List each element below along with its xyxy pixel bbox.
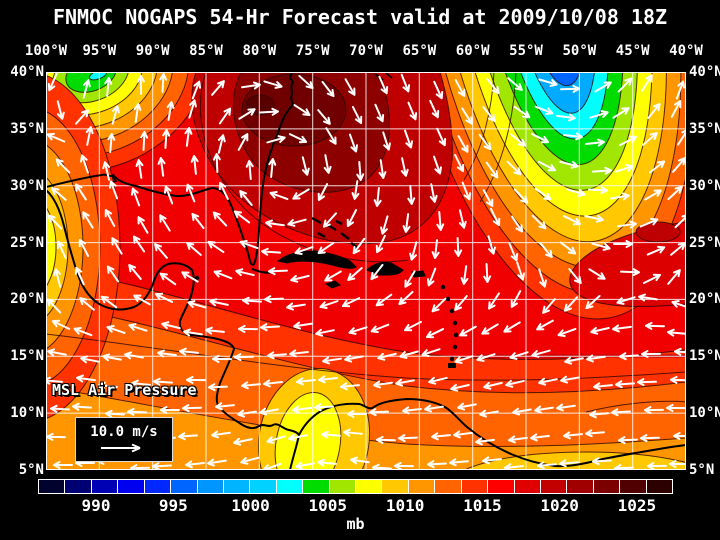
map-canvas [46, 72, 686, 470]
colorbar-cell [646, 480, 673, 493]
lon-label: 60°W [455, 43, 490, 59]
lon-label: 70°W [349, 43, 383, 59]
colorbar-unit: mb [346, 515, 365, 533]
colorbar-cell [620, 480, 646, 493]
lat-label: 25°N [10, 234, 44, 251]
lon-label: 55°W [509, 43, 543, 59]
lon-label: 90°W [135, 43, 170, 59]
lon-label: 95°W [82, 43, 117, 59]
colorbar-cell [461, 480, 488, 493]
page-title: FNMOC NOGAPS 54-Hr Forecast valid at 200… [52, 5, 668, 29]
lon-label: 40°W [669, 43, 703, 59]
colorbar-tick-label: 1000 [231, 496, 270, 515]
lon-label: 80°W [242, 43, 277, 59]
lat-label: 35°N [689, 120, 720, 137]
pressure-map: MSL Air Pressure 10.0 m/s [46, 72, 686, 470]
colorbar-tick-label: 1005 [308, 496, 348, 515]
colorbar-cell [435, 480, 461, 493]
lon-label: 65°W [402, 43, 437, 59]
lon-label: 85°W [189, 43, 223, 59]
lat-label: 5°N [18, 462, 44, 478]
wind-scale-box: 10.0 m/s [75, 417, 173, 462]
wind-scale-arrow-icon [101, 443, 141, 453]
colorbar-cell [91, 480, 118, 493]
lat-label: 10°N [689, 405, 720, 422]
colorbar-cell [303, 480, 329, 493]
colorbar-cell [276, 480, 303, 493]
lat-label: 5°N [689, 462, 715, 478]
colorbar-tick-label: 1015 [463, 496, 502, 515]
lon-label: 45°W [615, 43, 650, 59]
colorbar-tick-label: 995 [158, 496, 188, 515]
colorbar-tick-label: 1025 [617, 496, 657, 515]
colorbar-cell [39, 480, 65, 493]
colorbar-ticks: 990 995 1000 1005 1010 1015 1020 1025 [38, 496, 673, 515]
lat-label: 20°N [689, 291, 720, 308]
colorbar-tick-label: 1020 [540, 496, 579, 515]
colorbar-cell [541, 480, 567, 493]
colorbar: 990 995 1000 1005 1010 1015 1020 1025 mb [38, 479, 673, 533]
colorbar-cell [567, 480, 593, 493]
lat-label: 25°N [689, 234, 720, 251]
colorbar-cell [329, 480, 356, 493]
colorbar-cell [118, 480, 144, 493]
colorbar-cell [408, 480, 435, 493]
colorbar-cell [197, 480, 223, 493]
colorbar-cell [382, 480, 408, 493]
colorbar-cell [488, 480, 514, 493]
colorbar-cell [171, 480, 197, 493]
lat-label: 35°N [10, 120, 44, 137]
colorbar-tick-label: 990 [81, 496, 111, 515]
lon-label: 50°W [562, 43, 597, 59]
wind-scale-value: 10.0 m/s [90, 424, 158, 440]
lon-label: 100°W [24, 43, 68, 59]
lat-label: 40°N [10, 64, 44, 80]
lat-label: 30°N [689, 177, 720, 194]
colorbar-cell [250, 480, 276, 493]
lat-label: 15°N [689, 348, 720, 365]
colorbar-cell [514, 480, 541, 493]
colorbar-cell [65, 480, 91, 493]
lat-label: 30°N [10, 177, 44, 194]
colorbar-cell [593, 480, 620, 493]
lat-label: 40°N [689, 64, 720, 80]
lat-label: 15°N [10, 348, 44, 365]
colorbar-cell [223, 480, 250, 493]
colorbar-cell [144, 480, 171, 493]
colorbar-cell [356, 480, 382, 493]
colorbar-tick-label: 1010 [385, 496, 425, 515]
field-label: MSL Air Pressure [52, 381, 197, 399]
colorbar-scale [38, 479, 673, 494]
lat-label: 10°N [10, 405, 44, 422]
lat-label: 20°N [10, 291, 44, 308]
lon-label: 75°W [295, 43, 330, 59]
